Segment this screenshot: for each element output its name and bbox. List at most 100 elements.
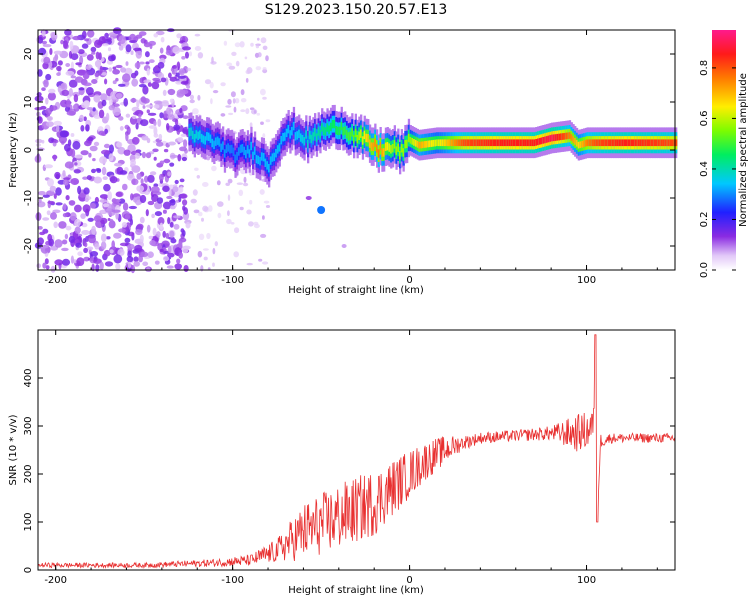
x-tick-label: -100 [221, 575, 244, 586]
ridge-cell [276, 145, 280, 154]
noise-blob [86, 54, 94, 61]
noise-blob [235, 60, 240, 67]
ridge-cell [524, 139, 527, 147]
noise-blob [210, 98, 213, 105]
noise-blob [206, 156, 211, 161]
noise-blob [152, 148, 159, 153]
colorbar-label: Normalized spectral amplitude [738, 73, 749, 227]
x-tick-label: 0 [406, 275, 412, 286]
noise-blob [107, 218, 111, 221]
ridge-cell [296, 131, 299, 140]
noise-blob [151, 213, 155, 219]
ridge-cell [269, 156, 273, 165]
ridge-cell [563, 133, 566, 140]
ridge-cell [501, 139, 504, 147]
noise-blob [147, 82, 152, 87]
noise-blob [153, 33, 159, 38]
noise-blob [111, 240, 115, 250]
noise-blob [145, 61, 150, 65]
noise-blob [148, 235, 153, 240]
noise-blob [149, 240, 156, 246]
noise-blob [131, 78, 139, 87]
noise-blob [169, 162, 175, 167]
ridge-cell [634, 139, 637, 147]
ridge-cell [625, 139, 628, 147]
ridge-cell [644, 139, 648, 147]
noise-blob [37, 226, 43, 230]
noise-blob [146, 109, 150, 114]
noise-blob [260, 88, 266, 96]
noise-blob [135, 122, 139, 130]
noise-blob [149, 171, 157, 176]
noise-blob [258, 258, 263, 262]
noise-blob [77, 251, 83, 256]
ridge-cell [314, 128, 317, 137]
ridge-cell [614, 139, 618, 147]
y-tick-label: -10 [23, 190, 34, 206]
noise-blob [136, 223, 144, 230]
ridge-cell [376, 144, 379, 153]
noise-blob [91, 225, 96, 235]
ridge-cell [460, 139, 464, 147]
noise-blob [140, 178, 144, 185]
noise-blob [174, 263, 182, 270]
noise-blob [262, 215, 265, 220]
colorbar-gradient [712, 30, 736, 270]
ridge-cell [264, 158, 267, 167]
ridge-cell [521, 139, 524, 147]
ridge-cell [653, 139, 657, 147]
ridge-cell [425, 140, 428, 148]
ridge-cell [406, 139, 409, 149]
noise-blob [240, 109, 246, 113]
noise-blob [45, 265, 50, 270]
noise-blob [104, 128, 108, 134]
noise-blob [59, 130, 69, 138]
colorbar-tick-label: 0.0 [699, 262, 710, 278]
ridge-cell [443, 139, 446, 147]
noise-blob [70, 178, 80, 185]
noise-blob [152, 227, 157, 236]
noise-blob [64, 29, 72, 36]
noise-blob [167, 114, 175, 120]
ridge-cell [211, 138, 214, 148]
noise-blob [115, 77, 119, 82]
ridge-cell [384, 142, 388, 151]
noise-blob [153, 126, 158, 136]
noise-blob [167, 217, 171, 225]
noise-blob [159, 248, 164, 253]
noise-blob [142, 85, 149, 95]
ridge-cell [273, 152, 276, 162]
noise-blob [155, 30, 165, 36]
ridge-cell [381, 148, 384, 157]
ridge-cell [591, 139, 595, 147]
noise-blob [265, 205, 271, 208]
noise-blob [109, 218, 114, 226]
noise-blob [163, 148, 169, 153]
ridge-cell [395, 146, 398, 155]
noise-blob [257, 52, 262, 58]
noise-blob [169, 98, 174, 104]
noise-blob [48, 88, 56, 94]
noise-blob [90, 46, 97, 53]
ridge-cell [374, 138, 377, 147]
ridge-cell [347, 132, 350, 141]
noise-blob [104, 78, 108, 85]
noise-blob [203, 256, 208, 261]
noise-blob [64, 143, 71, 152]
noise-blob [166, 107, 172, 115]
noise-blob [147, 251, 154, 258]
noise-blob [182, 199, 188, 206]
noise-blob [84, 38, 89, 42]
ridge-cell [627, 139, 630, 147]
noise-blob [210, 61, 217, 65]
noise-blob [94, 39, 103, 48]
noise-blob [138, 254, 144, 263]
noise-blob [175, 72, 180, 77]
noise-blob [44, 258, 49, 265]
noise-blob [72, 140, 81, 150]
noise-blob [68, 235, 76, 244]
noise-blob [265, 55, 269, 62]
noise-blob [81, 43, 89, 49]
ridge-cell [262, 153, 265, 162]
